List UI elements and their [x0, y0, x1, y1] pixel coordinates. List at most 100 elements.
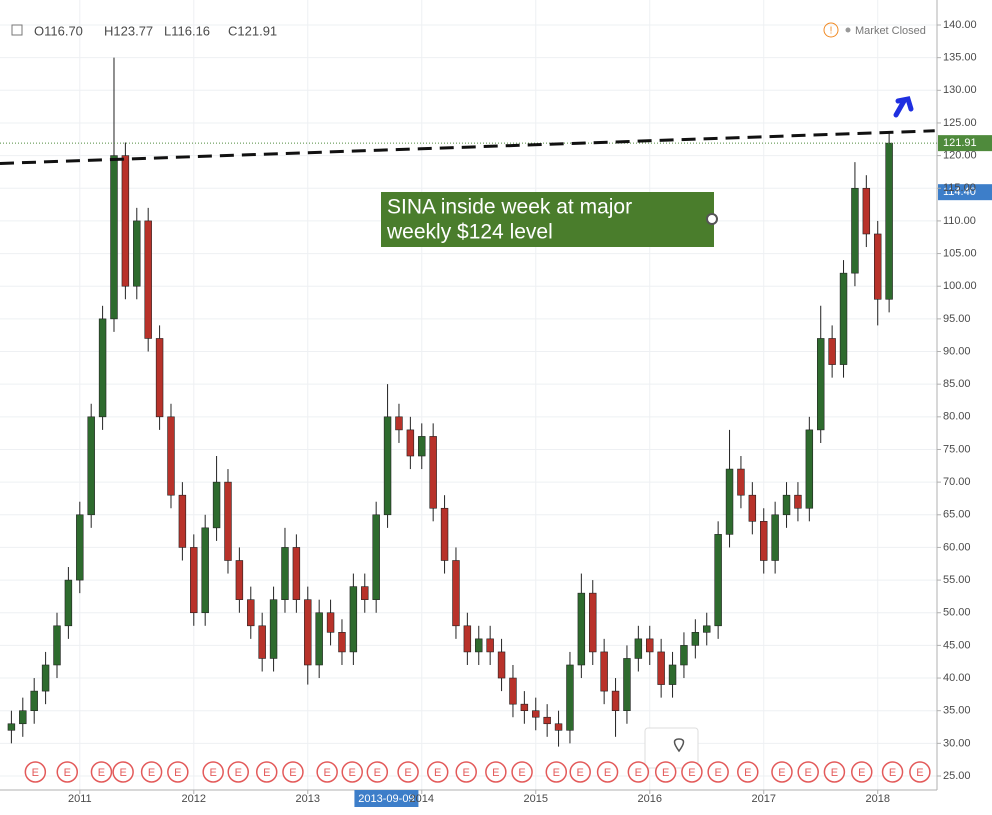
crosshair-label: 2013-09-09 — [358, 793, 414, 805]
candle-body — [794, 494, 802, 509]
earnings-marker — [627, 761, 650, 783]
y-tick-label: 110.00 — [943, 215, 976, 227]
earnings-label: E — [148, 767, 155, 779]
candle-body — [53, 625, 61, 666]
candle-body — [133, 220, 141, 287]
candle-body — [885, 142, 893, 300]
y-tick-label: 120.00 — [943, 150, 977, 162]
candle-body — [190, 547, 198, 614]
candle-body — [144, 220, 152, 339]
earnings-marker — [341, 761, 363, 783]
earnings-marker — [823, 761, 846, 783]
earnings-label: E — [577, 767, 584, 779]
header-close: C121.91 — [228, 23, 277, 38]
y-tick-label: 85.00 — [943, 378, 971, 390]
candle-body — [463, 625, 472, 653]
earnings-label: E — [916, 767, 923, 779]
crosshair-tag — [354, 790, 419, 807]
earnings-marker — [455, 761, 477, 783]
y-tick-label: 40.00 — [943, 672, 971, 684]
candle-body — [383, 416, 392, 516]
candle-body — [657, 651, 665, 685]
status-dot — [845, 27, 851, 33]
earnings-label: E — [492, 767, 499, 779]
candle-body — [418, 436, 426, 457]
candle-body — [64, 579, 73, 627]
candle-body — [566, 664, 574, 731]
candle-body — [714, 534, 722, 627]
earnings-label: E — [778, 767, 785, 779]
candle-body — [725, 468, 734, 535]
candle-body — [543, 716, 551, 725]
earnings-marker — [112, 761, 134, 783]
candle-body — [41, 664, 50, 692]
x-tick-label: 2016 — [638, 793, 662, 805]
expand-icon[interactable] — [11, 24, 23, 36]
candle-body — [748, 494, 757, 522]
candle-body — [235, 560, 244, 600]
earnings-label: E — [374, 767, 381, 779]
earnings-label: E — [553, 767, 560, 779]
x-tick-label: 2012 — [182, 793, 206, 805]
x-tick-label: 2013 — [296, 793, 320, 805]
candle-body — [281, 547, 289, 600]
earnings-marker — [881, 761, 904, 783]
candle-body — [805, 429, 814, 509]
candle-body — [7, 723, 16, 731]
earnings-label: E — [323, 767, 330, 779]
earnings-marker — [511, 761, 533, 783]
earnings-marker — [56, 761, 79, 783]
candle-body — [668, 664, 677, 685]
candle-body — [247, 599, 255, 627]
candle-body — [600, 651, 608, 692]
candle-body — [258, 625, 266, 659]
y-tick-label: 65.00 — [943, 509, 971, 521]
earnings-label: E — [289, 767, 296, 779]
candle-body — [315, 612, 323, 666]
candle-body — [532, 710, 540, 718]
candle-body — [782, 494, 791, 516]
up-arrow — [893, 96, 914, 118]
earnings-label: E — [518, 767, 525, 779]
earnings-marker — [771, 761, 793, 783]
candle-body — [167, 416, 175, 496]
earnings-marker — [681, 761, 703, 783]
x-tick-label: 2015 — [524, 793, 548, 805]
earnings-label: E — [604, 767, 611, 779]
earnings-marker — [851, 761, 873, 783]
earnings-marker — [737, 761, 759, 783]
earnings-label: E — [119, 767, 126, 779]
annotation-handle[interactable] — [706, 213, 718, 225]
earnings-label: E — [209, 767, 216, 779]
y-tick-label: 80.00 — [943, 411, 971, 423]
candle-body — [611, 690, 620, 711]
alert-mark: ! — [830, 26, 833, 37]
candle-body — [486, 638, 494, 653]
candle-body — [224, 481, 232, 561]
annotation-line: SINA inside week at major — [387, 196, 632, 219]
candle-body — [19, 710, 27, 725]
y-tick-label: 70.00 — [943, 476, 971, 488]
y-tick-label: 25.00 — [943, 770, 971, 782]
y-tick-label: 60.00 — [943, 541, 971, 553]
y-tick-label: 90.00 — [943, 345, 971, 357]
earnings-marker — [90, 761, 113, 783]
candle-body — [874, 233, 882, 300]
annotation-box — [381, 192, 714, 247]
earnings-marker — [202, 761, 224, 783]
candle-body — [839, 272, 848, 365]
candle-body — [703, 625, 711, 633]
alert-icon[interactable] — [823, 22, 839, 38]
candle-body — [862, 187, 871, 235]
earnings-label: E — [889, 767, 896, 779]
candle-body — [292, 547, 301, 600]
earnings-label: E — [174, 767, 181, 779]
candle-body — [737, 468, 745, 496]
candle-body — [577, 592, 586, 666]
earnings-marker — [797, 761, 819, 783]
x-tick-label: 2011 — [68, 793, 92, 805]
earnings-label: E — [858, 767, 865, 779]
